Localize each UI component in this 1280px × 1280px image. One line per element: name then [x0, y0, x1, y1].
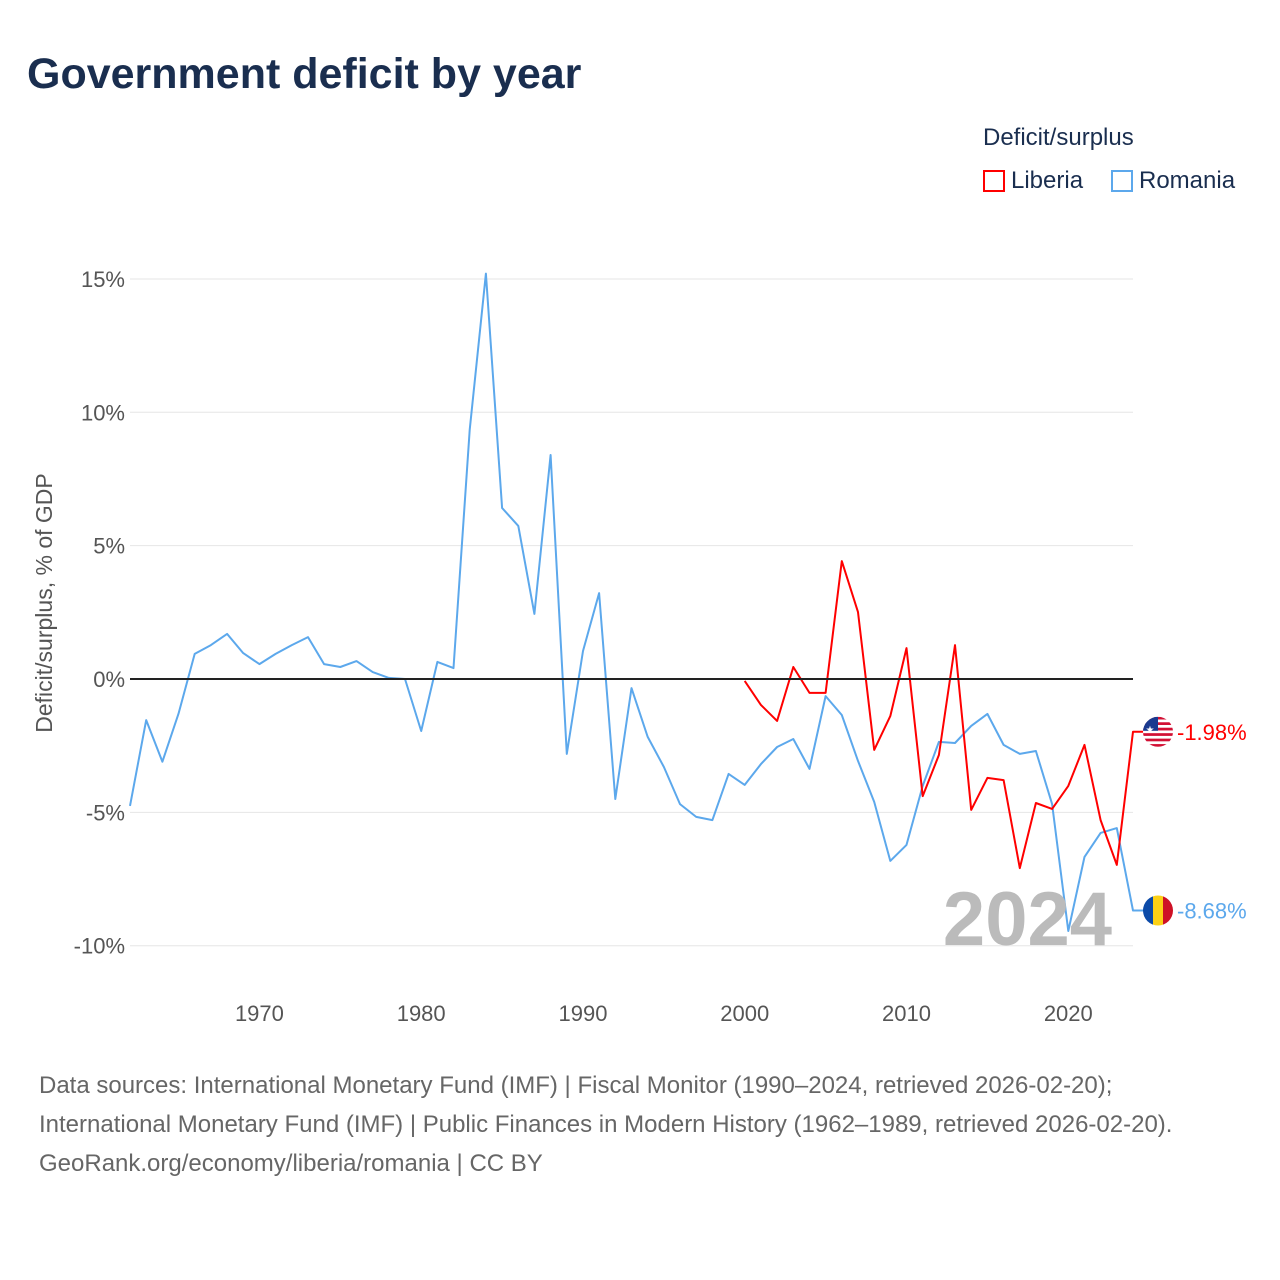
y-tick-label: -10% — [74, 934, 125, 959]
svg-text:★: ★ — [1146, 725, 1155, 736]
series-line-romania — [129, 272, 1145, 932]
legend-swatch-romania — [1111, 170, 1133, 192]
series-line-liberia — [743, 560, 1145, 870]
source-link[interactable]: GeoRank.org/economy/liberia/romania | CC… — [39, 1150, 543, 1177]
legend-label: Romania — [1139, 167, 1236, 194]
legend-swatch-liberia — [983, 170, 1005, 192]
legend-item-liberia[interactable]: Liberia — [983, 167, 1083, 195]
legend-item-romania[interactable]: Romania — [1111, 167, 1235, 195]
y-axis-label: Deficit/surplus, % of GDP — [31, 473, 57, 732]
y-tick-label: 15% — [81, 267, 125, 292]
footer: Data sources: International Monetary Fun… — [39, 1066, 1239, 1183]
year-watermark: 2024 — [943, 877, 1112, 962]
y-tick-label: -5% — [86, 800, 125, 825]
liberia-flag-icon: ★ — [1143, 716, 1173, 747]
y-tick-label: 0% — [93, 667, 125, 692]
line-chart: 15% 10% 5% 0% -5% -10% 1970 1980 1990 2000 2010 202… — [31, 267, 1247, 1026]
x-tick-label: 1990 — [558, 1001, 607, 1026]
romania-flag-icon — [1143, 895, 1173, 926]
end-value-label-romania: -8.68% — [1177, 898, 1247, 923]
y-tick-label: 10% — [81, 400, 125, 425]
legend-title: Deficit/surplus — [983, 124, 1134, 151]
x-tick-label: 2010 — [882, 1001, 931, 1026]
x-tick-label: 2000 — [720, 1001, 769, 1026]
x-tick-label: 1970 — [235, 1001, 284, 1026]
y-tick-label: 5% — [93, 534, 125, 559]
legend-label: Liberia — [1011, 167, 1084, 194]
chart-title: Government deficit by year — [27, 50, 582, 98]
end-value-label-liberia: -1.98% — [1177, 720, 1247, 745]
data-sources: Data sources: International Monetary Fun… — [39, 1072, 1173, 1138]
x-tick-label: 1980 — [397, 1001, 446, 1026]
x-tick-label: 2020 — [1044, 1001, 1093, 1026]
